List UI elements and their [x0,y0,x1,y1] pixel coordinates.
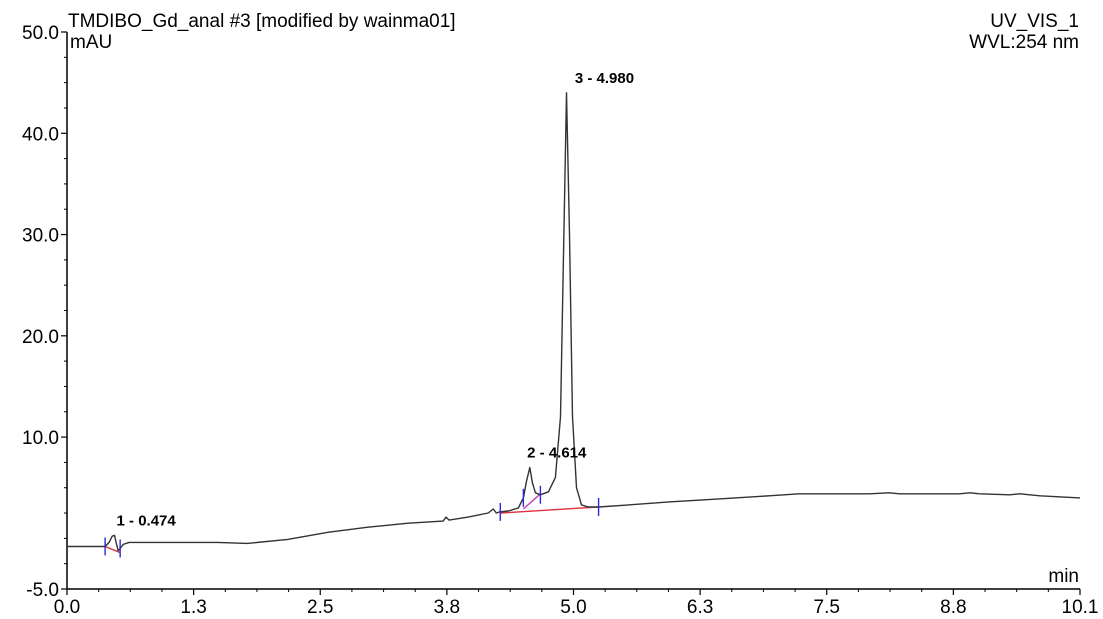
y-tick-label: -5.0 [26,580,59,601]
baseline-segment [522,493,541,510]
x-axis-ticks: 0.0 1.3 2.5 3.8 5.0 6.3 7.5 8.8 10.1 [54,589,1099,618]
y-axis-ticks: -5.0 10.0 20.0 30.0 40.0 50.0 [22,23,67,601]
peak-label: 1 - 0.474 [117,512,177,529]
x-tick-label: 0.0 [54,597,80,618]
y-axis-unit-label: mAU [70,32,112,53]
y-tick-label: 10.0 [22,428,59,449]
x-tick-label: 5.0 [560,597,586,618]
chromatogram-trace [67,92,1081,552]
x-tick-label: 8.8 [940,597,966,618]
y-tick-label: 20.0 [22,327,59,348]
x-tick-label: 7.5 [814,597,840,618]
peak-label: 3 - 4.980 [575,70,634,87]
y-tick-label: 40.0 [22,124,59,145]
trace-group [67,92,1081,552]
channel-label: UV_VIS_1 [990,11,1079,32]
x-tick-label: 3.8 [434,597,460,618]
integration-baselines [104,493,599,554]
peak-label: 2 - 4.614 [527,444,587,461]
peak-boundary-markers [104,485,600,558]
x-tick-label: 1.3 [180,597,206,618]
baseline-segment [104,545,121,554]
chart-title: TMDIBO_Gd_anal #3 [modified by wainma01] [68,11,456,32]
wavelength-label: WVL:254 nm [969,32,1079,53]
x-axis-unit-label: min [1048,566,1079,587]
y-tick-label: 30.0 [22,226,59,247]
x-tick-label: 6.3 [687,597,713,618]
peak-labels: 1 - 0.474 2 - 4.614 3 - 4.980 [117,70,635,530]
baseline-segment [500,506,599,514]
x-tick-label: 10.1 [1062,597,1099,618]
x-tick-label: 2.5 [307,597,333,618]
y-tick-label: 50.0 [22,23,59,44]
